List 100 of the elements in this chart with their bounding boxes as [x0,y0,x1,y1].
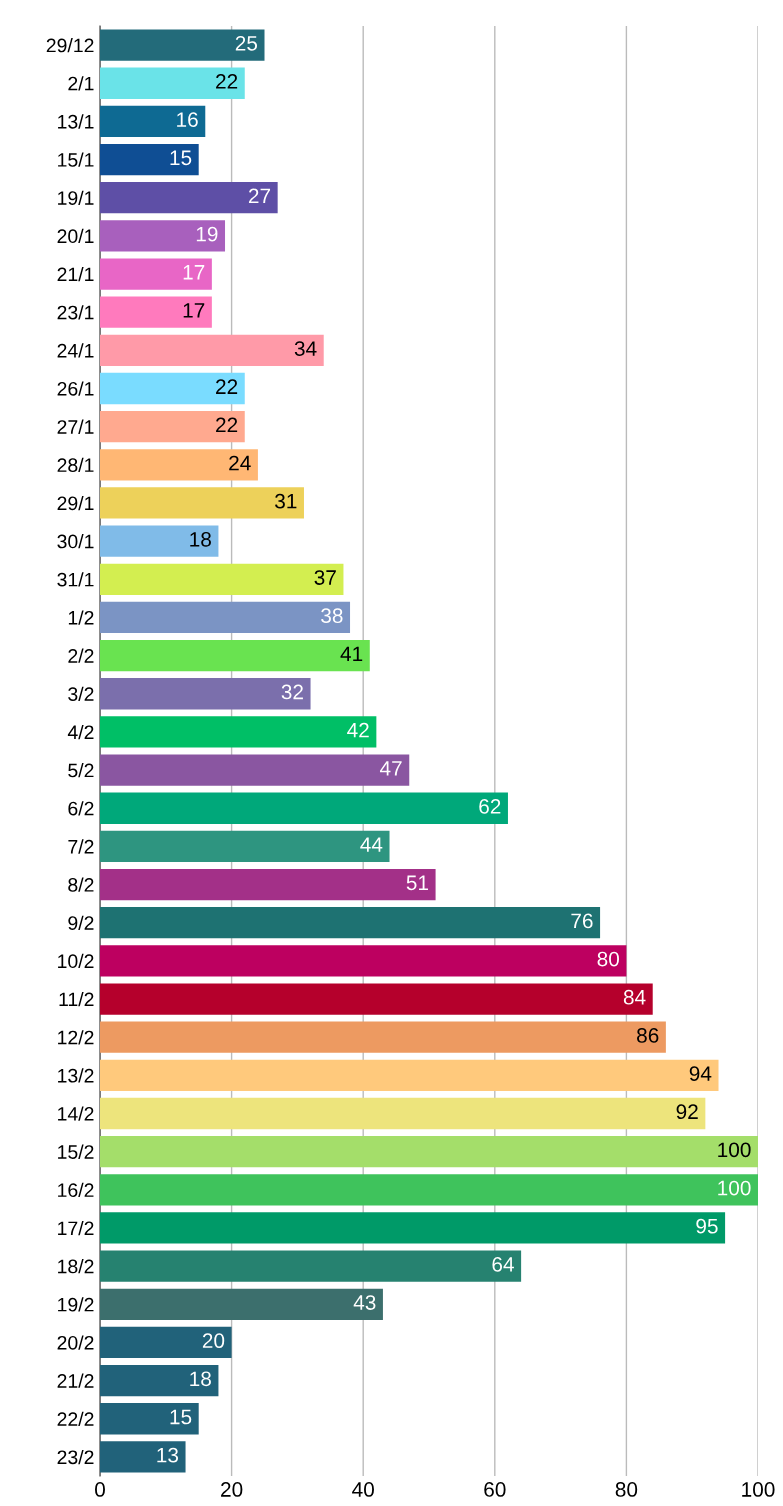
data-label: 62 [479,799,501,814]
bar [100,563,344,595]
data-label: 100 [718,1142,751,1158]
y-tick-label: 29/12 [46,38,94,53]
bar [100,487,304,519]
y-tick-label: 12/2 [58,1030,94,1045]
y-tick-label: 23/1 [57,305,94,320]
y-tick-label: 31/1 [57,572,94,587]
data-label: 13 [157,1447,179,1463]
y-tick-label: 2/2 [68,648,94,663]
bar [100,1136,758,1168]
data-label: 22 [216,417,238,433]
y-tick-label: 15/2 [58,1144,94,1159]
data-label: 27 [248,188,271,204]
bar [100,678,311,710]
bar [100,296,212,328]
bar [100,105,206,138]
x-tick-label: 0 [95,1482,105,1497]
y-tick-label: 26/1 [57,381,94,396]
bar [100,411,245,443]
y-tick-label: 11/2 [59,991,94,1007]
y-tick-label: 4/2 [67,724,94,740]
data-label: 86 [637,1028,659,1043]
data-label: 18 [190,1371,211,1387]
data-label: 16 [177,112,198,127]
y-tick-label: 1/2 [68,610,94,625]
data-label: 41 [340,646,363,661]
data-label: 95 [696,1218,718,1234]
data-label: 18 [190,531,211,547]
bar [100,372,245,405]
bar [100,143,199,176]
y-tick-label: 15/1 [58,152,94,167]
data-label: 44 [360,837,383,852]
data-label: 38 [321,608,343,624]
data-label: 31 [275,493,297,509]
y-tick-label: 5/2 [68,763,94,778]
data-label: 64 [492,1256,514,1272]
data-label: 22 [216,379,238,394]
y-tick-label: 13/2 [58,1068,94,1083]
bar [100,792,508,824]
y-tick-label: 20/2 [57,1335,94,1350]
data-label: 84 [623,989,646,1005]
y-tick-label: 28/1 [57,457,94,473]
bar [100,67,245,99]
bar [100,1097,706,1130]
bar [100,639,370,672]
data-label: 34 [294,341,317,356]
y-tick-label: 17/2 [58,1220,94,1236]
y-tick-label: 16/2 [58,1182,94,1198]
bar [100,182,278,214]
y-tick-label: 19/1 [58,190,94,205]
y-tick-label: 21/2 [57,1373,94,1388]
bar [100,1250,522,1282]
y-tick-label: 22/2 [57,1411,94,1426]
data-label: 17 [183,303,205,318]
data-label: 100 [718,1180,751,1196]
data-label: 47 [379,761,402,776]
data-label: 51 [406,875,428,891]
y-tick-label: 2/1 [68,76,94,91]
data-label: 76 [571,913,593,929]
data-label: 43 [353,1295,376,1310]
y-tick-label: 9/2 [68,915,94,930]
y-tick-label: 7/2 [68,839,94,854]
bar [100,1059,719,1091]
data-label: 15 [170,1409,192,1425]
y-tick-label: 10/2 [58,953,94,969]
data-label: 19 [196,226,218,242]
data-label: 92 [676,1104,698,1120]
y-tick-label: 19/2 [58,1297,94,1312]
data-label: 20 [202,1333,225,1349]
x-tick-label: 80 [615,1482,638,1497]
data-label: 24 [229,455,251,471]
bar [100,1212,726,1244]
data-label: 25 [235,35,258,51]
y-tick-label: 3/2 [68,686,94,701]
bar [100,907,601,939]
bar [100,1441,186,1473]
y-tick-label: 20/1 [57,228,94,244]
data-label: 32 [281,684,303,700]
data-label: 94 [689,1066,712,1081]
bar [100,334,324,366]
bar [100,29,265,61]
bar [100,1403,199,1435]
data-label: 22 [216,74,238,89]
y-tick-label: 29/1 [57,495,94,511]
bar [100,525,219,557]
bar [100,601,351,634]
bar [100,945,627,977]
y-tick-label: 6/2 [68,801,94,816]
bar [100,220,226,252]
bar [100,1288,383,1320]
y-tick-label: 18/2 [58,1259,94,1274]
x-tick-label: 60 [484,1482,506,1497]
bar [100,868,436,901]
data-label: 17 [183,265,205,280]
y-tick-label: 27/1 [57,419,94,434]
x-tick-label: 40 [352,1482,374,1497]
data-label: 42 [347,722,369,738]
bar [100,258,212,290]
bar [100,1174,758,1206]
